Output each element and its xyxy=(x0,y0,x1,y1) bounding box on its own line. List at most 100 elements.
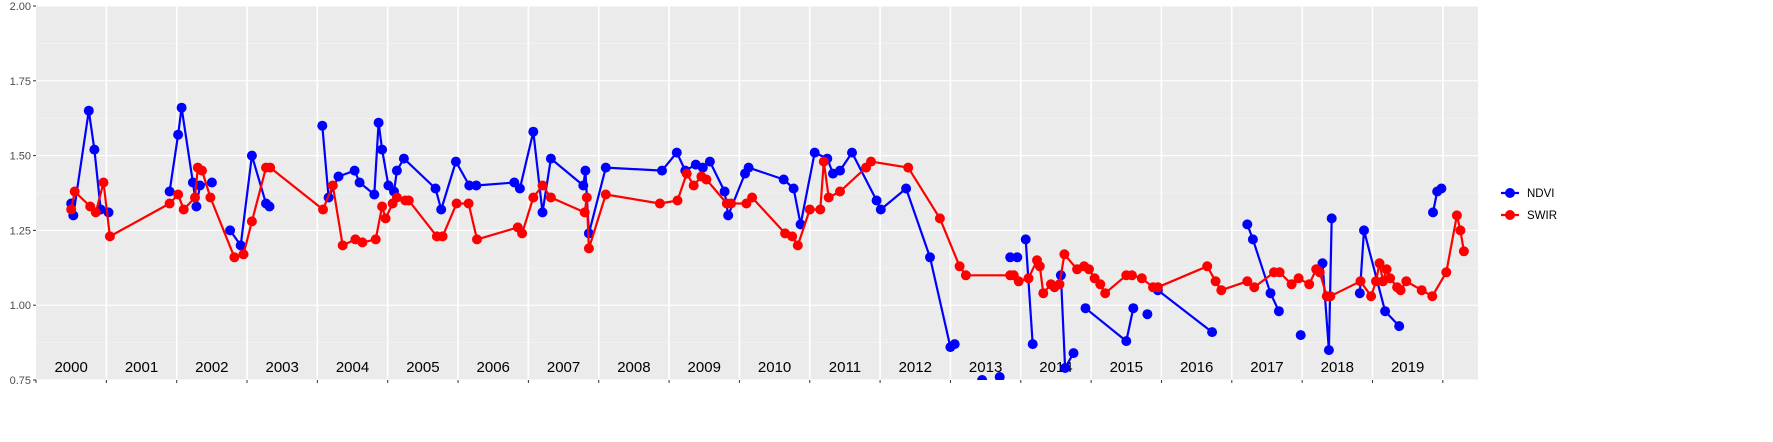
ndvi-point xyxy=(1027,339,1038,350)
ndvi-point xyxy=(164,186,175,197)
swir-point xyxy=(265,162,276,173)
swir-point xyxy=(164,198,175,209)
ndvi-point xyxy=(1068,348,1079,359)
swir-point xyxy=(903,162,914,173)
ndvi-point xyxy=(471,180,482,191)
ndvi-point xyxy=(1317,258,1328,269)
ndvi-point xyxy=(1005,252,1016,263)
swir-point xyxy=(1023,273,1034,284)
ndvi-point xyxy=(373,117,384,128)
ndvi-point xyxy=(580,165,591,176)
ndvi-point xyxy=(977,375,988,380)
swir-point xyxy=(726,198,736,209)
swir-point xyxy=(98,177,109,188)
swir-point xyxy=(672,195,683,206)
y-tick-label: 1.00 xyxy=(10,300,31,312)
series-layer xyxy=(66,102,1469,380)
ndvi-point xyxy=(743,162,754,173)
year-label: 2017 xyxy=(1250,359,1283,376)
ndvi-point xyxy=(89,144,100,155)
ndvi-point xyxy=(1273,306,1284,317)
legend-key-point xyxy=(1505,188,1515,198)
ndvi-point xyxy=(191,201,202,212)
ndvi-point xyxy=(1354,288,1365,299)
swir-point xyxy=(1371,276,1381,287)
swir-point xyxy=(823,192,834,203)
ndvi-point xyxy=(1359,225,1369,236)
ndvi-point xyxy=(1020,234,1031,245)
swir-point xyxy=(600,189,611,200)
swir-point xyxy=(681,168,692,179)
swir-point xyxy=(1304,279,1315,290)
ndvi-point xyxy=(317,120,328,131)
swir-point xyxy=(178,204,189,215)
swir-point xyxy=(1286,279,1297,290)
swir-point xyxy=(1202,261,1213,272)
swir-point xyxy=(104,231,115,242)
swir-point xyxy=(1455,225,1466,236)
swir-point xyxy=(1293,273,1304,284)
swir-point xyxy=(380,213,391,224)
year-label: 2018 xyxy=(1321,359,1354,376)
year-label: 2013 xyxy=(969,359,1002,376)
swir-point xyxy=(1314,267,1325,278)
y-tick-label: 1.25 xyxy=(10,225,31,237)
ndvi-point xyxy=(925,252,935,263)
ndvi-point xyxy=(1207,327,1218,338)
swir-point xyxy=(1427,291,1438,302)
ndvi-point xyxy=(206,177,217,188)
swir-point xyxy=(545,192,556,203)
legend-key-point xyxy=(1505,210,1515,220)
swir-point xyxy=(1013,276,1024,287)
ndvi-line xyxy=(1024,239,1034,345)
minor-gridlines xyxy=(36,43,1478,343)
swir-point xyxy=(318,204,328,215)
ndvi-point xyxy=(1121,336,1132,347)
year-label: 2010 xyxy=(758,359,791,376)
swir-point xyxy=(463,198,474,209)
swir-point xyxy=(205,192,216,203)
swir-point xyxy=(804,204,815,215)
ndvi-point xyxy=(788,183,799,194)
swir-point xyxy=(1401,276,1412,287)
ndvi-point xyxy=(723,210,734,221)
ndvi-point xyxy=(901,183,912,194)
year-label: 2005 xyxy=(406,359,439,376)
swir-point xyxy=(583,243,594,254)
swir-point xyxy=(1381,264,1392,275)
swir-point xyxy=(190,192,200,203)
swir-point xyxy=(1395,285,1406,296)
swir-point xyxy=(391,192,402,203)
year-label: 2016 xyxy=(1180,359,1213,376)
year-label: 2015 xyxy=(1110,359,1143,376)
year-label: 2006 xyxy=(477,359,510,376)
ndvi-point xyxy=(173,129,184,140)
year-label: 2012 xyxy=(899,359,932,376)
swir-point xyxy=(747,192,758,203)
swir-point xyxy=(688,180,699,191)
swir-point xyxy=(229,252,240,263)
swir-point xyxy=(1366,291,1377,302)
swir-point xyxy=(581,192,592,203)
ndvi-point xyxy=(949,339,960,350)
ndvi-line xyxy=(1157,289,1213,333)
swir-point xyxy=(238,249,249,260)
ndvi-point xyxy=(528,126,539,137)
ndvi-point xyxy=(1142,309,1153,320)
swir-point xyxy=(403,195,414,206)
ndvi-point xyxy=(809,147,820,158)
swir-point xyxy=(1100,288,1111,299)
year-label: 2002 xyxy=(195,359,228,376)
ndvi-point xyxy=(871,195,882,206)
ndvi-point xyxy=(719,186,730,197)
swir-point xyxy=(1034,261,1045,272)
year-label: 2000 xyxy=(54,359,87,376)
swir-point xyxy=(197,165,207,176)
swir-point xyxy=(517,228,528,239)
swir-point xyxy=(1210,276,1221,287)
ndvi-point xyxy=(349,165,360,176)
ndvi-point xyxy=(1436,183,1447,194)
ndvi-point xyxy=(369,189,380,200)
ndvi-line xyxy=(1246,224,1280,312)
